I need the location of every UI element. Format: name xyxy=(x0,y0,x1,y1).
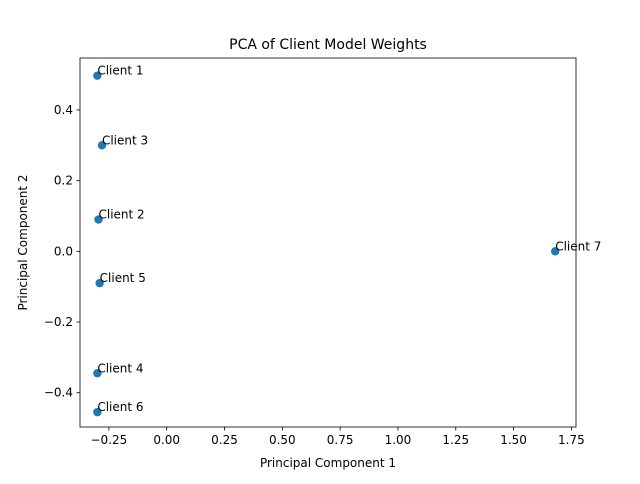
data-point-label: Client 4 xyxy=(97,361,143,375)
x-tick-label: 0.25 xyxy=(211,433,238,447)
y-tick-label: 0.0 xyxy=(54,244,73,258)
y-tick-label: 0.4 xyxy=(54,103,73,117)
data-point-label: Client 5 xyxy=(100,271,146,285)
x-tick-label: 0.50 xyxy=(269,433,296,447)
x-tick-label: 0.75 xyxy=(327,433,354,447)
y-tick-label: 0.2 xyxy=(54,174,73,188)
x-axis-label: Principal Component 1 xyxy=(260,456,396,470)
data-point[interactable] xyxy=(550,247,560,256)
data-point-label: Client 2 xyxy=(98,208,144,222)
data-point-label: Client 1 xyxy=(97,64,143,78)
chart-title: PCA of Client Model Weights xyxy=(229,37,427,53)
x-tick-label: −0.25 xyxy=(91,433,128,447)
y-tick-label: −0.4 xyxy=(44,386,73,400)
x-tick-label: 1.25 xyxy=(442,433,469,447)
data-point-label: Client 7 xyxy=(555,239,601,253)
data-point-label: Client 6 xyxy=(97,400,143,414)
data-point[interactable] xyxy=(97,141,107,150)
data-point[interactable] xyxy=(93,369,102,378)
y-tick-label: −0.2 xyxy=(44,315,73,329)
plot-area: Client 1 Client 2 Client 3 Client 4 Client 5… xyxy=(93,64,601,417)
data-point[interactable] xyxy=(93,407,102,417)
axes-frame xyxy=(79,57,577,428)
data-point[interactable] xyxy=(93,71,102,80)
data-point[interactable] xyxy=(94,215,103,224)
y-axis-label: Principal Component 2 xyxy=(16,174,30,310)
x-axis-ticks: −0.25 0.00 0.25 0.50 0.75 1.00 1.25 1.50 1.75 xyxy=(91,427,585,447)
x-tick-label: 1.50 xyxy=(500,433,527,447)
x-tick-label: 1.00 xyxy=(385,433,412,447)
y-axis-ticks: −0.4 −0.2 0.0 0.2 0.4 xyxy=(44,103,80,400)
data-point[interactable] xyxy=(95,278,104,288)
x-tick-label: 1.75 xyxy=(558,433,585,447)
data-point-label: Client 3 xyxy=(102,133,148,147)
x-tick-label: 0.00 xyxy=(153,433,180,447)
